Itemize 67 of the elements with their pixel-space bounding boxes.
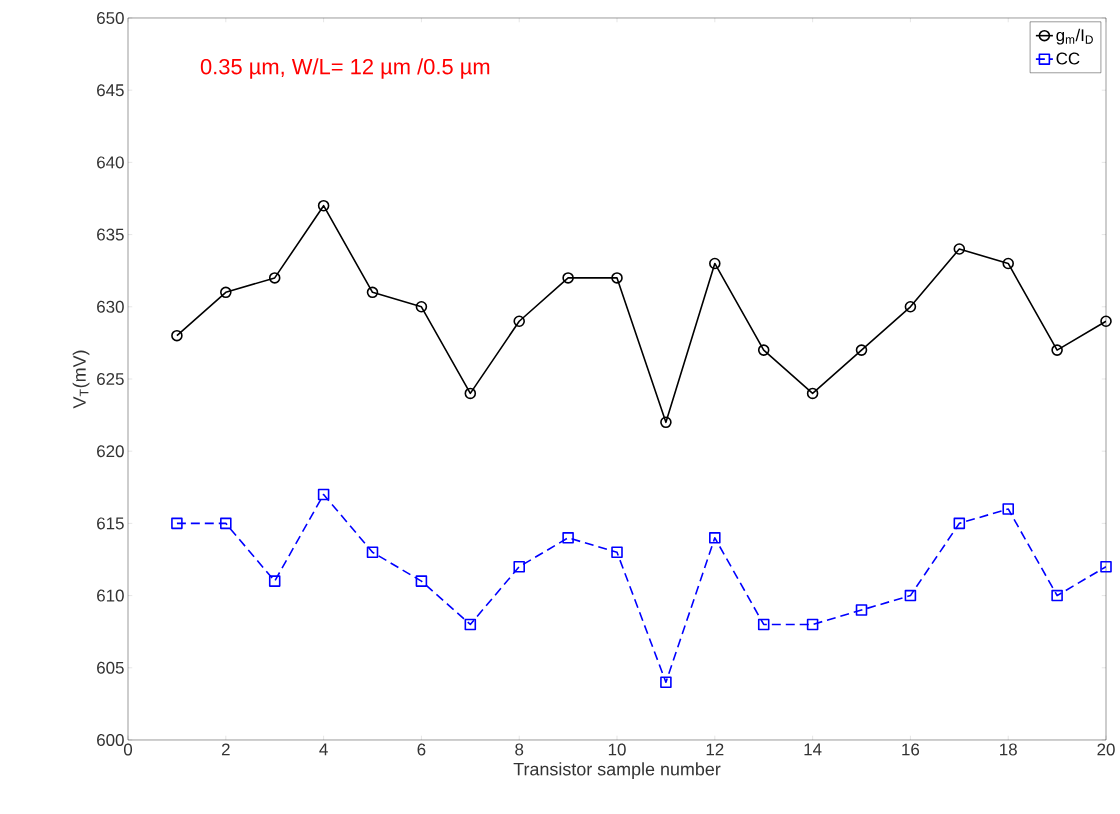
point — [415, 575, 428, 587]
x-tick-label: 6 — [417, 743, 426, 756]
point — [806, 618, 819, 631]
point — [464, 387, 477, 400]
y-tick-label: 650 — [97, 11, 124, 24]
x-tick-label: 2 — [221, 743, 230, 756]
point — [953, 243, 966, 255]
x-tick-label: 4 — [319, 743, 328, 756]
point — [171, 517, 183, 530]
point — [855, 344, 868, 356]
point — [220, 286, 232, 299]
y-tick-label: 625 — [97, 372, 124, 385]
point — [317, 199, 330, 212]
point — [464, 618, 477, 631]
annotation: 0.35 µm, W/L= 12 µm /0.5 µm — [200, 58, 490, 79]
point — [366, 546, 379, 559]
point — [562, 532, 574, 544]
point — [1100, 315, 1112, 327]
y-tick-label: 630 — [97, 300, 124, 313]
point — [1002, 257, 1014, 270]
point — [268, 575, 281, 587]
point — [757, 344, 770, 356]
x-tick-label: 16 — [902, 743, 920, 756]
point — [171, 329, 183, 342]
x-tick-label: 8 — [515, 743, 524, 756]
point — [660, 676, 672, 689]
point — [366, 286, 379, 299]
y-tick-label: 620 — [97, 445, 124, 458]
point — [660, 416, 672, 429]
y-tick-label: 645 — [97, 84, 124, 97]
point — [904, 301, 917, 313]
point — [611, 272, 623, 284]
x-tick-label: 14 — [804, 743, 822, 756]
point — [562, 272, 574, 284]
y-tick-label: 635 — [97, 228, 124, 241]
point — [220, 517, 232, 530]
point — [513, 560, 525, 573]
x-tick-label: 12 — [706, 743, 724, 756]
point — [513, 315, 525, 327]
point — [1100, 560, 1112, 573]
point — [709, 532, 721, 544]
x-tick-label: 0 — [123, 743, 133, 756]
point — [757, 618, 770, 631]
point — [317, 488, 330, 501]
legend-label: g$_{m}$/I$_{D}$ — [1056, 28, 1093, 45]
y-tick-label: 610 — [97, 589, 124, 602]
x-tick-label: 20 — [1097, 743, 1115, 756]
y-axis-title: V$_{T}$(mV) — [72, 350, 90, 409]
x-tick-label: 10 — [608, 743, 626, 756]
point — [1051, 589, 1063, 602]
point — [904, 589, 917, 602]
y-tick-label: 615 — [97, 517, 124, 530]
x-tick-label: 18 — [1000, 743, 1017, 756]
point — [1051, 344, 1063, 356]
point — [855, 604, 868, 616]
y-tick-label: 605 — [97, 661, 124, 674]
legend-label: CC — [1056, 52, 1080, 65]
x-axis-title: Transistor sample number — [513, 762, 721, 780]
point — [268, 272, 281, 284]
point — [611, 546, 623, 559]
y-tick-label: 600 — [97, 733, 124, 746]
y-tick-label: 640 — [97, 156, 124, 169]
point — [806, 387, 819, 400]
point — [415, 301, 428, 313]
point — [1002, 503, 1014, 515]
point — [953, 517, 966, 530]
point — [709, 257, 721, 270]
